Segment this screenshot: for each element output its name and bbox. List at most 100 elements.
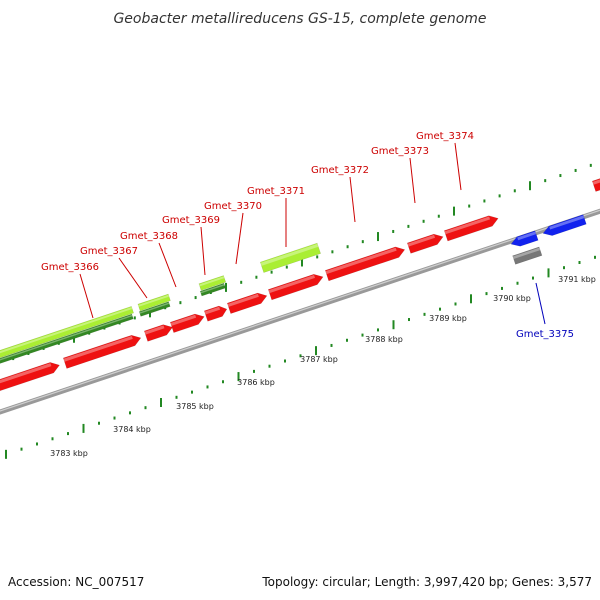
rna-feature-light [137,293,171,312]
rna-feature-dark-shine [0,314,133,362]
forward-gene [143,324,173,342]
forward-gene-shine [325,247,397,275]
pseudogene [512,246,543,265]
gene-label-bottom: Gmet_3375 [516,329,574,340]
forward-gene-shine [63,335,133,362]
gene-label-top: Gmet_3368 [120,231,178,242]
rna-feature-dark [138,301,171,317]
forward-gene [324,246,406,282]
forward-gene [0,362,60,393]
kbp-label: 3790 kbp [493,294,531,303]
accession-text: Accession: NC_007517 [8,575,144,589]
leader-line [200,226,206,276]
kbp-label: 3783 kbp [50,449,88,458]
gene-label-top: Gmet_3369 [162,215,220,226]
rna-feature-dark-body [199,282,226,297]
forward-gene [169,313,205,333]
rna-feature [259,242,321,273]
rna-feature-dark-body [0,313,134,365]
forward-gene [226,292,268,314]
forward-gene-shine [227,293,259,307]
genome-summary-text: Topology: circular; Length: 3,997,420 bp… [261,575,592,589]
kbp-label: 3789 kbp [429,314,467,323]
forward-gene [443,215,499,242]
forward-gene-shine [444,216,491,235]
backbone-line [0,208,600,415]
map-title: Geobacter metallireducens GS-15, complet… [113,11,486,27]
gene-label-top: Gmet_3374 [416,131,474,142]
kbp-scale-labels: 3783 kbp 3784 kbp 3785 kbp 3786 kbp 3787 kbp… [50,275,596,458]
forward-gene [203,305,228,322]
pseudogene-shine [512,247,541,259]
pseudogene-body [512,246,543,265]
gene-label-top: Gmet_3370 [204,201,262,212]
forward-gene-body [406,233,444,254]
lower-tick-ruler [5,255,596,459]
forward-gene-body [443,215,499,242]
rna-feature-light-body [198,275,227,291]
backbone-highlight [0,209,600,412]
forward-gene-body [226,292,268,314]
forward-gene-body [0,362,60,393]
kbp-label: 3788 kbp [365,335,403,344]
reverse-gene-body [542,214,587,236]
rna-feature-dark [0,313,134,365]
leader-line [118,257,148,299]
kbp-label: 3791 kbp [558,275,596,284]
rna-feature-light [0,306,134,360]
gene-label-top: Gmet_3371 [247,186,305,197]
forward-gene-body [169,313,205,333]
gene-label-top: Gmet_3367 [80,246,138,257]
feature-track [0,176,600,393]
rna-feature-light-shine [0,307,133,355]
rna-feature-light [198,275,227,291]
forward-gene-body [143,324,173,342]
kbp-label: 3785 kbp [176,402,214,411]
forward-gene-shine [407,234,436,247]
forward-gene [406,233,444,254]
rna-feature-light-shine [138,294,170,307]
reverse-gene [510,230,539,247]
leader-line [79,273,94,319]
reverse-gene-body [510,230,539,247]
forward-gene-body [203,305,228,322]
rna-feature-dark [199,282,226,297]
forward-gene-body [324,246,406,282]
gene-label-top: Gmet_3366 [41,262,99,273]
forward-gene [62,334,142,369]
leader-line [535,282,546,325]
rna-feature-light-body [0,306,134,360]
backbone-stroke [0,208,600,415]
rna-feature-light-shine [199,276,225,287]
rna-feature-body [259,242,321,273]
forward-gene-body [591,176,600,192]
forward-gene-shine [204,306,221,315]
forward-gene-body [62,334,142,369]
forward-gene-shine [0,363,52,386]
gene-label-top: Gmet_3372 [311,165,369,176]
leader-line [235,212,244,265]
rna-feature-dark-body [138,301,171,317]
kbp-label: 3786 kbp [237,378,275,387]
rna-feature-shine [260,243,319,266]
rna-feature-dark-shine [139,302,170,314]
reverse-gene-shine [517,231,537,241]
leader-line [349,176,356,223]
leader-line [454,142,462,191]
gene-label-top: Gmet_3373 [371,146,429,157]
gene-labels: Gmet_3366 Gmet_3367 Gmet_3368 Gmet_3369 Gmet… [41,131,574,340]
forward-gene [591,176,600,192]
forward-gene-shine [268,275,316,294]
forward-gene-body [267,273,324,301]
kbp-label: 3787 kbp [300,355,338,364]
leader-line [409,157,416,204]
reverse-gene [542,214,587,236]
kbp-label: 3784 kbp [113,425,151,434]
forward-gene-shine [170,314,197,326]
rna-feature-light-body [137,293,171,312]
rna-feature-dark-shine [200,284,225,294]
reverse-gene-shine [549,215,585,230]
forward-gene-shine [144,325,165,335]
forward-gene [267,273,324,301]
